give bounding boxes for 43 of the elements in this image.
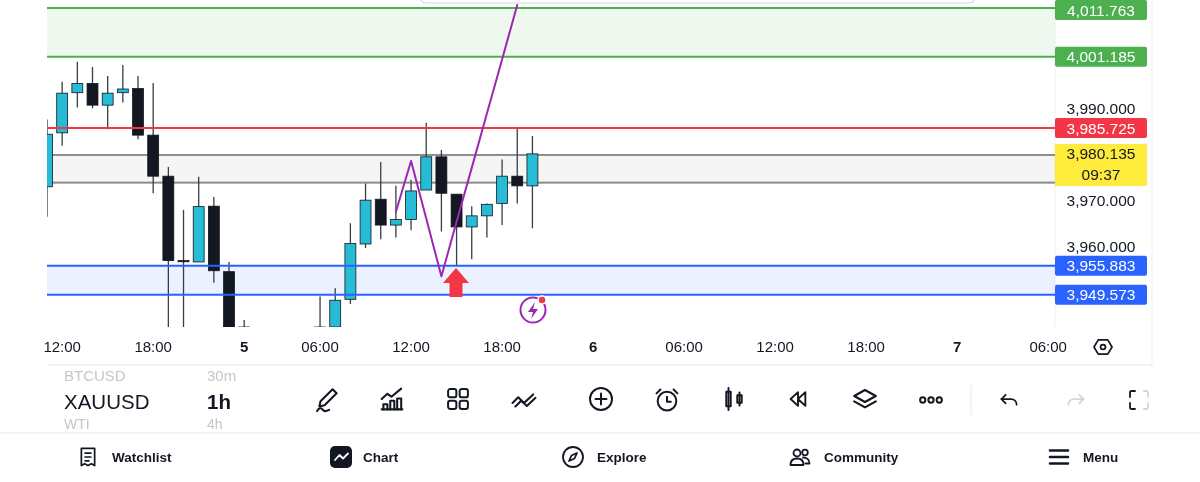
y-tick-label: 3,970.000 <box>1066 192 1136 210</box>
x-tick-label: 18:00 <box>847 338 885 356</box>
x-tick-label: 06:00 <box>301 338 339 356</box>
x-tick-label: 18:00 <box>134 338 172 356</box>
candlestick <box>511 127 524 205</box>
x-tick-label: 6 <box>588 338 598 356</box>
text: Chart <box>363 450 399 465</box>
x-tick-label: 12:00 <box>392 338 430 356</box>
x-tick-label: 12:00 <box>756 338 794 356</box>
x-tick-label: 06:00 <box>1029 338 1067 356</box>
ref-line-label: 4,001.185 <box>1066 48 1136 66</box>
y-tick-label: 3,990.000 <box>1066 99 1136 117</box>
text: Explore <box>597 450 648 465</box>
text: Watchlist <box>112 450 173 465</box>
x-tick-label: 06:00 <box>665 338 703 356</box>
candlestick <box>116 64 129 104</box>
candlestick <box>314 295 326 327</box>
candlestick <box>481 202 493 239</box>
text: 1h <box>207 390 231 413</box>
line-series <box>394 4 519 278</box>
ref-line-label: 3,985.725 <box>1066 119 1136 137</box>
text: XAUUSD <box>64 390 150 413</box>
candlestick <box>86 66 99 110</box>
ref-line-label: 4,011.763 <box>1067 1 1135 19</box>
text: Community <box>824 450 899 465</box>
text: Menu <box>1083 450 1119 465</box>
text: WTI <box>64 416 90 432</box>
ref-line-label: 3,949.573 <box>1066 286 1136 304</box>
text: BTCUSD <box>64 367 126 384</box>
candlestick <box>465 205 478 260</box>
text: 4h <box>207 416 223 432</box>
x-tick-label: 5 <box>240 338 249 356</box>
candlestick <box>71 61 84 109</box>
y-tick-label: 3,960.000 <box>1066 238 1136 256</box>
ref-line-label: 3,955.883 <box>1066 257 1136 275</box>
candlestick <box>390 185 402 239</box>
candlestick <box>101 75 114 130</box>
x-tick-label: 12:00 <box>43 338 81 356</box>
candlestick <box>177 209 190 327</box>
x-tick-label: 18:00 <box>483 338 521 356</box>
x-tick-label: 7 <box>952 338 962 356</box>
text: 3,980.135 09:37 <box>1066 145 1136 183</box>
text: 30m <box>207 367 237 384</box>
